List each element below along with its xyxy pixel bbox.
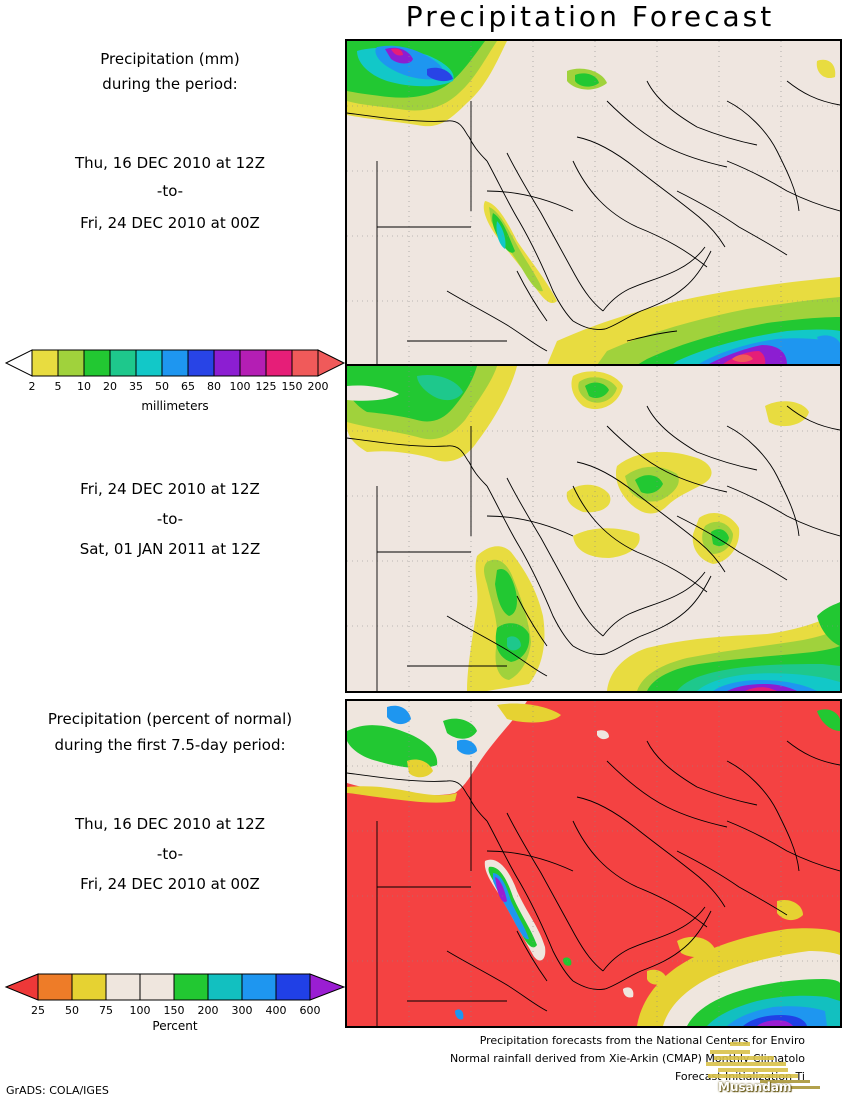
map-panel-percent-normal bbox=[345, 699, 842, 1028]
pct-swatch-1 bbox=[37, 973, 73, 1001]
panel3-end-date: Fri, 24 DEC 2010 at 00Z bbox=[80, 875, 260, 893]
grads-credit: GrADS: COLA/IGES bbox=[6, 1084, 109, 1097]
mm-swatch-2 bbox=[57, 349, 85, 377]
pct-swatch-2 bbox=[71, 973, 107, 1001]
pct-swatch-3 bbox=[105, 973, 141, 1001]
panel3-to: -to- bbox=[156, 845, 184, 863]
panel3-label-line1: Precipitation (percent of normal) bbox=[47, 710, 293, 728]
percent-colorbar-title: Percent bbox=[152, 1019, 198, 1033]
mm-tick: 10 bbox=[77, 380, 91, 393]
mm-tick: 125 bbox=[255, 380, 277, 393]
mm-swatch-10 bbox=[265, 349, 293, 377]
panel1-end-date: Fri, 24 DEC 2010 at 00Z bbox=[80, 214, 260, 232]
pct-tick: 300 bbox=[231, 1004, 253, 1017]
mm-tick: 2 bbox=[28, 380, 36, 393]
pct-tick: 400 bbox=[265, 1004, 287, 1017]
mm-tick: 100 bbox=[229, 380, 251, 393]
panel2-end-date: Sat, 01 JAN 2011 at 12Z bbox=[79, 540, 261, 558]
mm-swatch-4 bbox=[109, 349, 137, 377]
panel1-label-line2: during the period: bbox=[102, 75, 238, 93]
panel1-start-date: Thu, 16 DEC 2010 at 12Z bbox=[75, 154, 265, 172]
map-forecast-week2 bbox=[347, 366, 840, 691]
page-title: Precipitation Forecast bbox=[405, 0, 775, 33]
mm-swatch-9 bbox=[239, 349, 267, 377]
pct-tick: 200 bbox=[197, 1004, 219, 1017]
pct-tick: 50 bbox=[65, 1004, 79, 1017]
map-panel-forecast-week1 bbox=[345, 39, 842, 367]
mm-swatch-1 bbox=[31, 349, 59, 377]
pct-swatch-7 bbox=[241, 973, 277, 1001]
panel1-to: -to- bbox=[156, 182, 184, 200]
map-panel-forecast-week2 bbox=[345, 364, 842, 693]
pct-tick: 150 bbox=[163, 1004, 185, 1017]
mm-tick: 200 bbox=[307, 380, 329, 393]
percent-colorbar bbox=[4, 973, 346, 1001]
mm-swatch-5 bbox=[135, 349, 163, 377]
pct-swatch-5 bbox=[173, 973, 209, 1001]
mm-tick: 150 bbox=[281, 380, 303, 393]
pct-swatch-8 bbox=[275, 973, 311, 1001]
panel1-label-line1: Precipitation (mm) bbox=[100, 50, 240, 68]
pct-tick: 100 bbox=[129, 1004, 151, 1017]
mm-swatch-3 bbox=[83, 349, 111, 377]
mm-swatch-8 bbox=[213, 349, 241, 377]
panel3-label-line2: during the first 7.5-day period: bbox=[54, 736, 286, 754]
mm-tick: 5 bbox=[54, 380, 62, 393]
mm-tick: 65 bbox=[181, 380, 195, 393]
pct-tick: 75 bbox=[99, 1004, 113, 1017]
mm-tick: 20 bbox=[103, 380, 117, 393]
musandam-watermark-logo bbox=[706, 1042, 820, 1089]
pct-swatch-6 bbox=[207, 973, 243, 1001]
mm-colorbar-title: millimeters bbox=[141, 399, 209, 413]
panel3-start-date: Thu, 16 DEC 2010 at 12Z bbox=[75, 815, 265, 833]
footer-line2: Normal rainfall derived from Xie-Arkin (… bbox=[449, 1052, 805, 1065]
mm-tick: 80 bbox=[207, 380, 221, 393]
mm-swatch-6 bbox=[161, 349, 189, 377]
map-forecast-week1 bbox=[347, 41, 840, 365]
pct-swatch-4 bbox=[139, 973, 175, 1001]
map-percent-normal bbox=[347, 701, 840, 1026]
footer-line1: Precipitation forecasts from the Nationa… bbox=[479, 1034, 805, 1047]
pct-tick: 25 bbox=[31, 1004, 45, 1017]
mm-tick: 50 bbox=[155, 380, 169, 393]
pct-tick: 600 bbox=[299, 1004, 321, 1017]
watermark-text: Musandam bbox=[718, 1080, 792, 1094]
mm-colorbar bbox=[4, 349, 346, 377]
panel2-start-date: Fri, 24 DEC 2010 at 12Z bbox=[80, 480, 260, 498]
mm-swatch-7 bbox=[187, 349, 215, 377]
panel2-to: -to- bbox=[156, 510, 184, 528]
mm-swatch-11 bbox=[291, 349, 319, 377]
mm-tick: 35 bbox=[129, 380, 143, 393]
